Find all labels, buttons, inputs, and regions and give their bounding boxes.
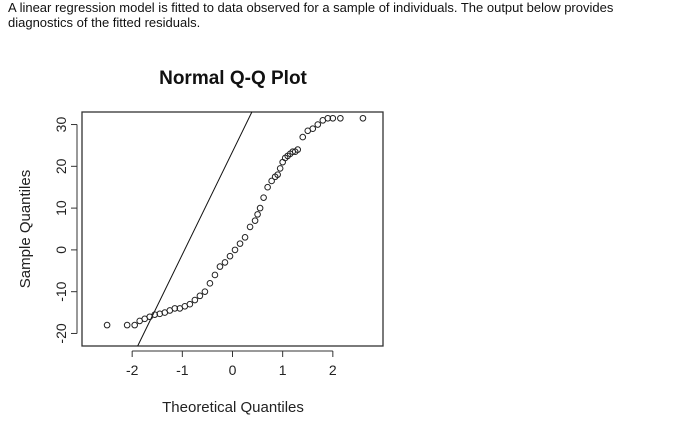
y-axis: -20 -10 0 10 20 30 [53,117,78,344]
qq-point [131,321,138,329]
qq-point [256,204,264,212]
qq-point [196,292,204,300]
x-tick-label: 1 [279,362,287,378]
plot-frame [81,111,384,347]
qq-point [231,246,239,254]
qq-point [241,234,249,241]
qq-point [171,305,179,312]
y-axis-label: Sample Quantiles [17,170,34,288]
qq-point [103,321,111,329]
x-tick-label: -1 [176,362,189,378]
qq-point [359,114,367,122]
qq-point [274,171,281,178]
y-tick-label: 10 [53,200,69,216]
chart-title: Normal Q-Q Plot [159,68,307,89]
qq-point [123,321,131,329]
qq-point [206,280,214,287]
y-tick-label: 30 [53,117,69,133]
y-tick-label: 20 [53,158,69,174]
qq-point [299,133,307,141]
qq-point [264,183,271,191]
data-points [103,114,367,329]
qq-point [246,223,254,231]
qq-point [216,263,224,270]
y-tick-label: -20 [53,323,69,343]
x-axis: -2 -1 0 1 2 [126,350,337,378]
x-axis-label: Theoretical Quantiles [162,399,304,416]
qq-point [294,146,302,153]
qq-point [309,125,317,133]
qq-point [268,177,275,185]
x-tick-label: 2 [329,362,337,378]
qq-point [251,217,259,224]
qq-point [226,252,234,260]
qq-point [260,194,267,201]
qq-reference-line [137,111,253,347]
qq-point [279,158,286,166]
qq-point [221,259,229,266]
qq-point [186,300,194,308]
y-tick-label: -10 [53,281,69,301]
qq-point [211,271,219,279]
qq-point [314,121,322,128]
x-tick-label: 0 [229,362,237,378]
qq-point [337,114,344,122]
qq-point [254,211,261,218]
qq-point [201,288,209,295]
qq-point [329,114,337,122]
question-text: A linear regression model is fitted to d… [8,0,614,30]
reference-line-group [137,111,253,347]
y-tick-label: 0 [53,246,69,254]
qq-point [236,240,244,247]
qq-point [276,165,284,172]
qq-point [324,114,332,122]
x-tick-label: -2 [126,362,139,378]
qq-point [191,296,199,304]
